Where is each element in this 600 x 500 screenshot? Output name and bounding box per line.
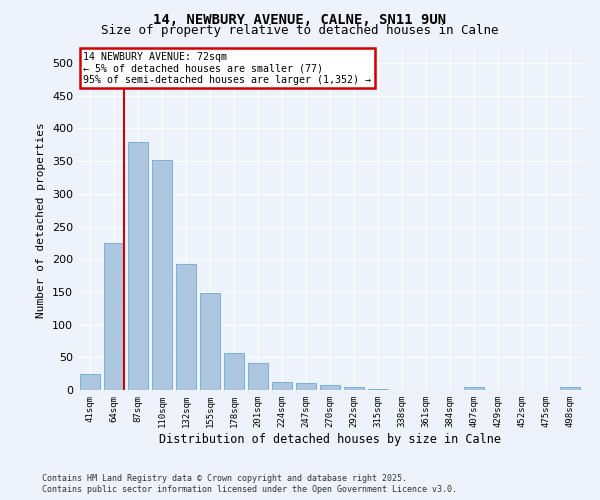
Bar — [152, 160, 172, 390]
Bar — [344, 386, 364, 390]
Y-axis label: Number of detached properties: Number of detached properties — [37, 122, 46, 318]
Bar — [464, 388, 484, 390]
Bar — [296, 384, 316, 390]
X-axis label: Distribution of detached houses by size in Calne: Distribution of detached houses by size … — [159, 432, 501, 446]
Bar — [560, 388, 580, 390]
Bar — [248, 362, 268, 390]
Bar — [104, 243, 124, 390]
Bar — [224, 352, 244, 390]
Bar — [176, 264, 196, 390]
Text: 14, NEWBURY AVENUE, CALNE, SN11 9UN: 14, NEWBURY AVENUE, CALNE, SN11 9UN — [154, 12, 446, 26]
Bar — [80, 374, 100, 390]
Text: Contains HM Land Registry data © Crown copyright and database right 2025.
Contai: Contains HM Land Registry data © Crown c… — [42, 474, 457, 494]
Bar — [128, 142, 148, 390]
Text: Size of property relative to detached houses in Calne: Size of property relative to detached ho… — [101, 24, 499, 37]
Text: 14 NEWBURY AVENUE: 72sqm
← 5% of detached houses are smaller (77)
95% of semi-de: 14 NEWBURY AVENUE: 72sqm ← 5% of detache… — [83, 52, 371, 85]
Bar — [320, 385, 340, 390]
Bar — [200, 293, 220, 390]
Bar — [368, 388, 388, 390]
Bar — [272, 382, 292, 390]
